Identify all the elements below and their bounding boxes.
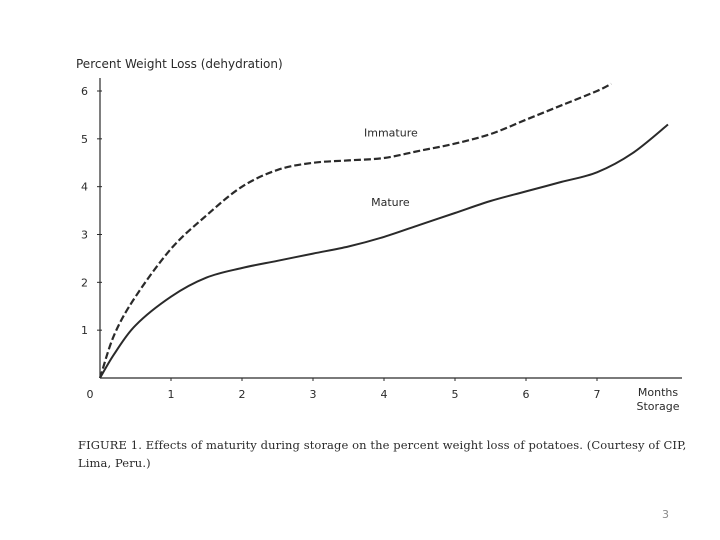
- x-tick-label: 6: [523, 388, 530, 401]
- y-tick-label: 6: [81, 85, 88, 98]
- x-tick-label: 5: [452, 388, 459, 401]
- y-tick-label: 2: [81, 276, 88, 289]
- page-number: 3: [662, 508, 669, 521]
- series-line-mature: [99, 123, 669, 379]
- y-ticks: 1 2 3 4 5 6: [81, 85, 102, 337]
- x-axis-label-line2: Storage: [636, 400, 679, 413]
- y-tick-label: 1: [81, 324, 88, 337]
- x-tick-label: 0: [87, 388, 94, 401]
- x-tick-label: 4: [381, 388, 388, 401]
- y-tick-label: 3: [81, 229, 88, 242]
- y-axis-label: Percent Weight Loss (dehydration): [76, 57, 283, 71]
- x-axis-label-line1: Months: [638, 386, 678, 399]
- series-line-immature: [98, 82, 612, 379]
- x-tick-label: 3: [310, 388, 317, 401]
- y-tick-label: 5: [81, 133, 88, 146]
- x-tick-label: 1: [168, 388, 175, 401]
- series-label-immature: Immature: [364, 126, 418, 139]
- chart: Percent Weight Loss (dehydration) 1 2 3 4 5 6…: [76, 57, 682, 413]
- figure-caption: FIGURE 1. Effects of maturity during sto…: [78, 438, 687, 470]
- series-lines: Immature Mature: [98, 82, 669, 379]
- x-tick-label: 2: [239, 388, 246, 401]
- x-tick-label: 7: [594, 388, 601, 401]
- y-tick-label: 4: [81, 181, 88, 194]
- series-label-mature: Mature: [371, 196, 410, 209]
- x-ticks: 0 1 2 3 4 5 6 7: [87, 378, 601, 401]
